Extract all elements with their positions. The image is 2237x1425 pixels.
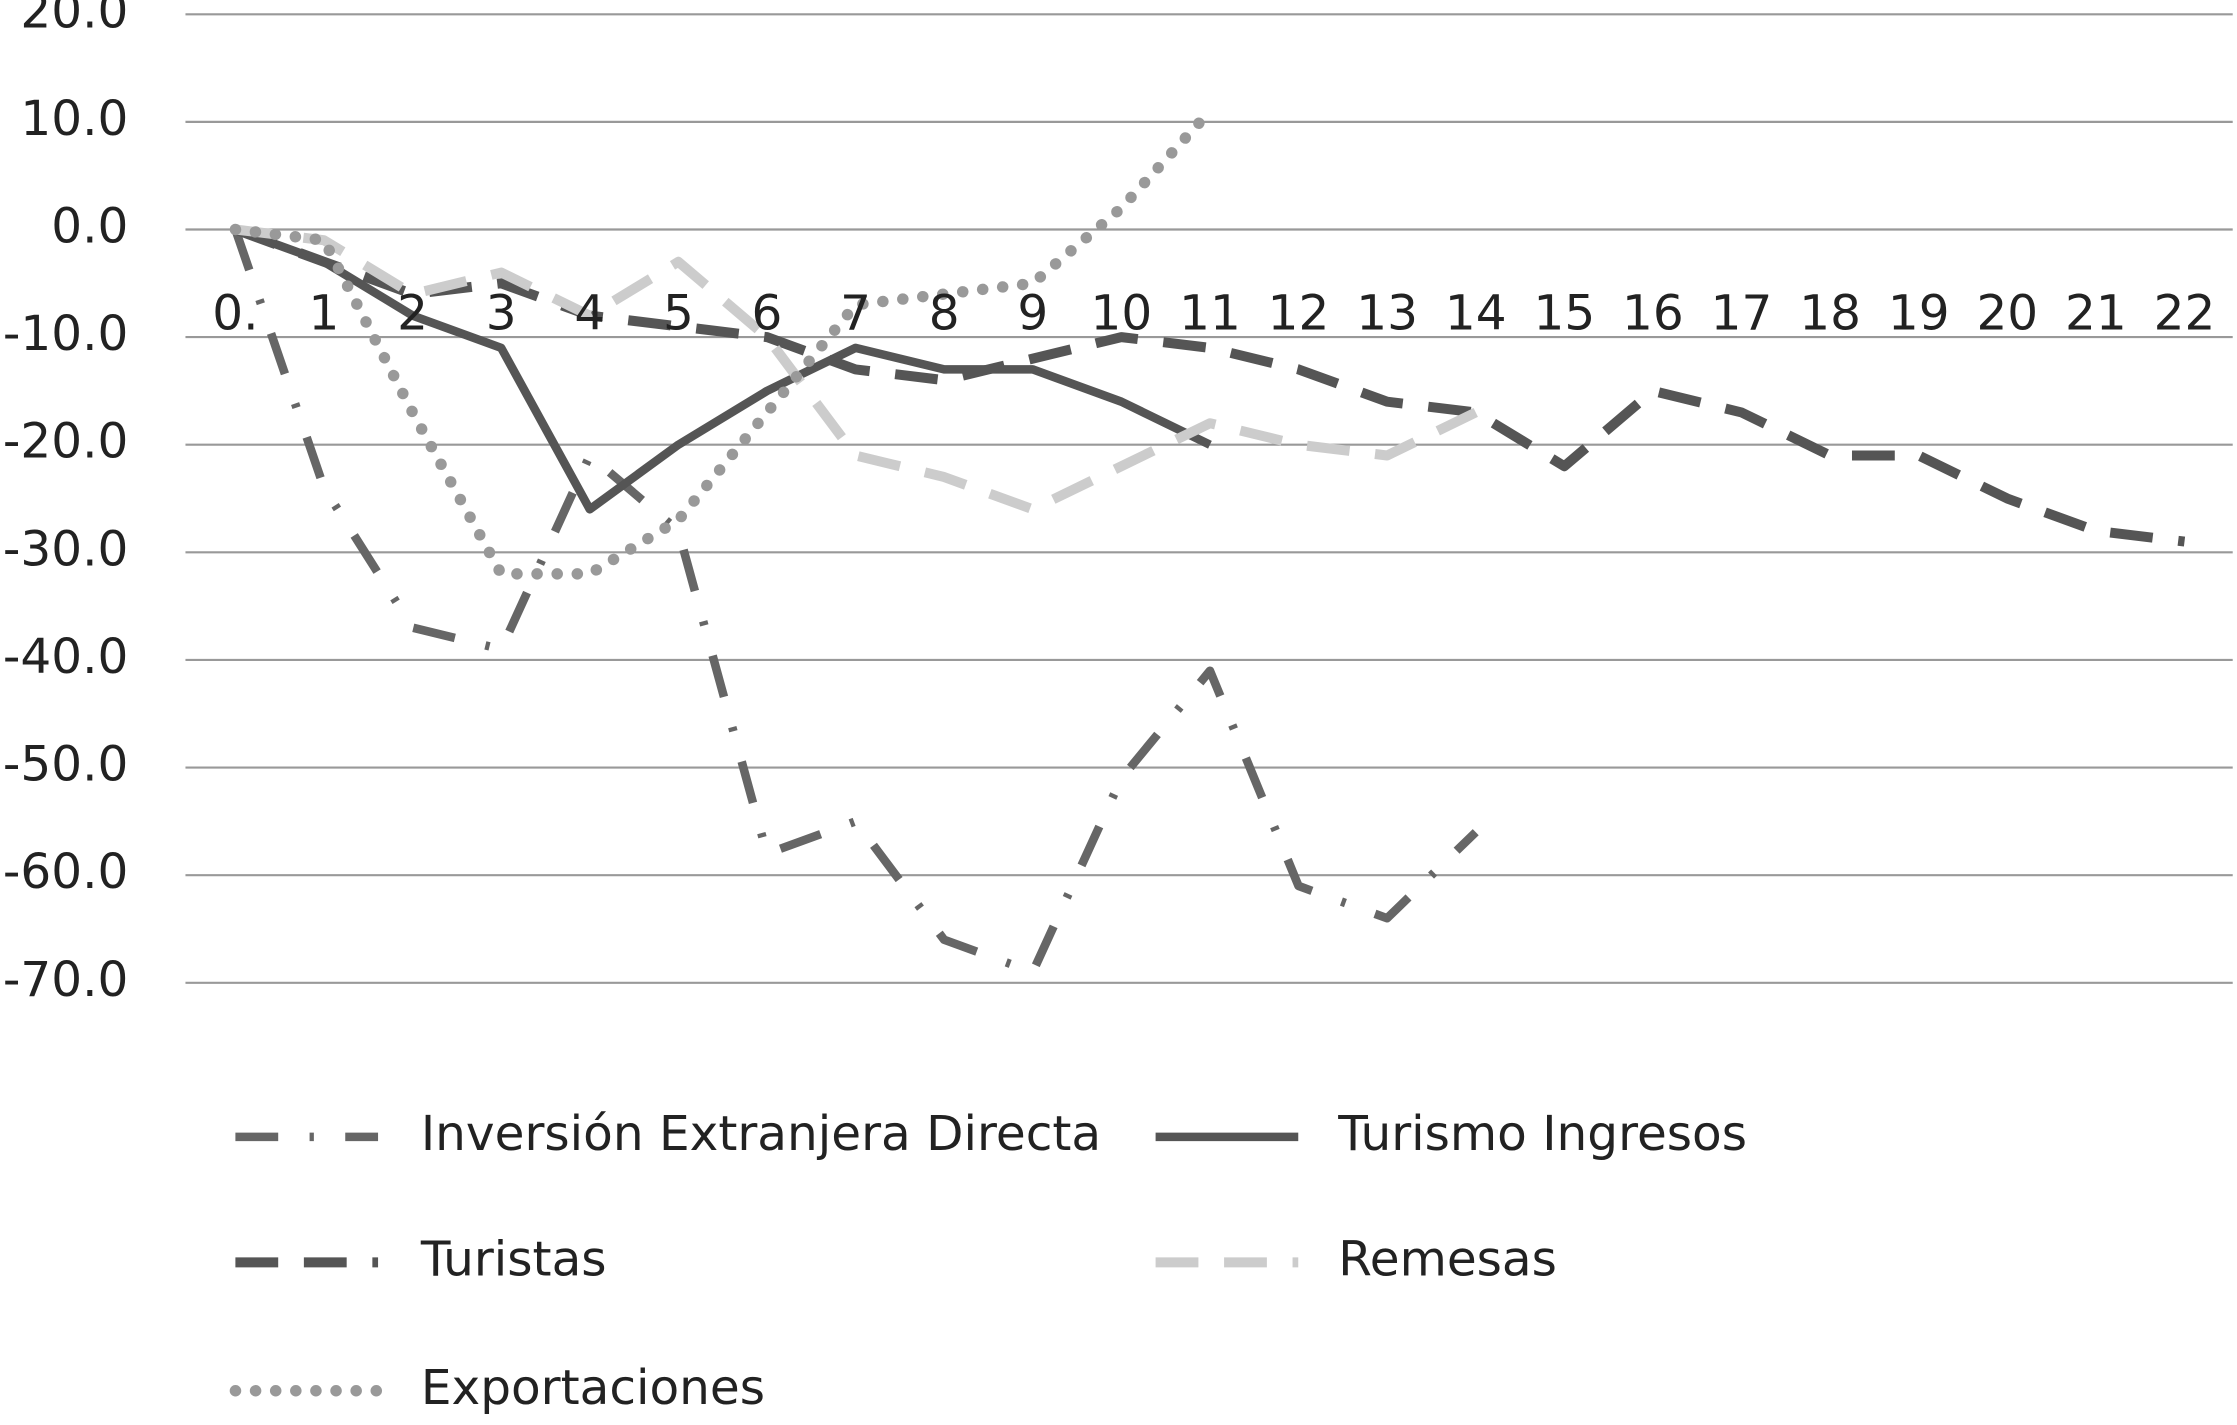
- y-tick-label: -40.0: [3, 629, 129, 685]
- x-tick-label: 7: [840, 286, 871, 342]
- y-tick-label: 20.0: [20, 0, 128, 39]
- x-tick-label: 5: [663, 286, 694, 342]
- grid: [185, 13, 2233, 984]
- y-tick-label: -10.0: [3, 306, 129, 362]
- x-tick-label: 11: [1179, 286, 1241, 342]
- legend-label: Turistas: [420, 1231, 607, 1287]
- x-tick-label: 2: [397, 286, 428, 342]
- legend-label: Remesas: [1338, 1231, 1557, 1287]
- x-tick-label: 19: [1888, 286, 1950, 342]
- x-tick-label: 1: [309, 286, 340, 342]
- y-tick-label: 10.0: [20, 91, 128, 147]
- legend-label: Exportaciones: [421, 1360, 765, 1416]
- labels: 20.0 10.0 0.0 -10.0 -20.0 -30.0 -40.0 -50.0 -60.…: [3, 0, 2215, 1008]
- x-tick-label: 15: [1533, 286, 1595, 342]
- series-line: [229, 105, 1216, 580]
- y-tick-label: -60.0: [3, 844, 129, 900]
- x-tick-label: 10: [1090, 286, 1152, 342]
- x-tick-label: 17: [1711, 286, 1773, 342]
- y-tick-label: -20.0: [3, 414, 129, 470]
- x-tick-label: 8: [929, 286, 960, 342]
- series-line: [233, 224, 2186, 547]
- x-tick-label: 20: [1976, 286, 2038, 342]
- x-tick-label: 9: [1017, 286, 1048, 342]
- series-line: [231, 228, 1479, 977]
- series-line: [234, 224, 1478, 515]
- legend-label: Inversión Extranjera Directa: [421, 1106, 1101, 1162]
- series-line: [233, 225, 1212, 514]
- lines: [229, 105, 2186, 977]
- legend: Inversión Extranjera Directa Turismo Ingr…: [229, 1106, 1747, 1416]
- x-tick-label: 16: [1622, 286, 1684, 342]
- x-tick-label: 21: [2065, 286, 2127, 342]
- x-tick-label: 12: [1268, 286, 1330, 342]
- x-tick-label: 0.: [212, 286, 258, 342]
- x-tick-label: 13: [1356, 286, 1418, 342]
- legend-label: Turismo Ingresos: [1337, 1106, 1747, 1162]
- y-tick-label: -30.0: [3, 521, 129, 577]
- y-tick-label: -50.0: [3, 737, 129, 793]
- x-tick-label: 4: [574, 286, 605, 342]
- y-tick-label: -70.0: [3, 952, 129, 1008]
- x-tick-label: 14: [1445, 286, 1507, 342]
- x-tick-label: 6: [752, 286, 783, 342]
- x-tick-label: 18: [1799, 286, 1861, 342]
- y-tick-label: 0.0: [51, 198, 128, 254]
- x-tick-label: 3: [486, 286, 517, 342]
- x-tick-label: 22: [2154, 286, 2216, 342]
